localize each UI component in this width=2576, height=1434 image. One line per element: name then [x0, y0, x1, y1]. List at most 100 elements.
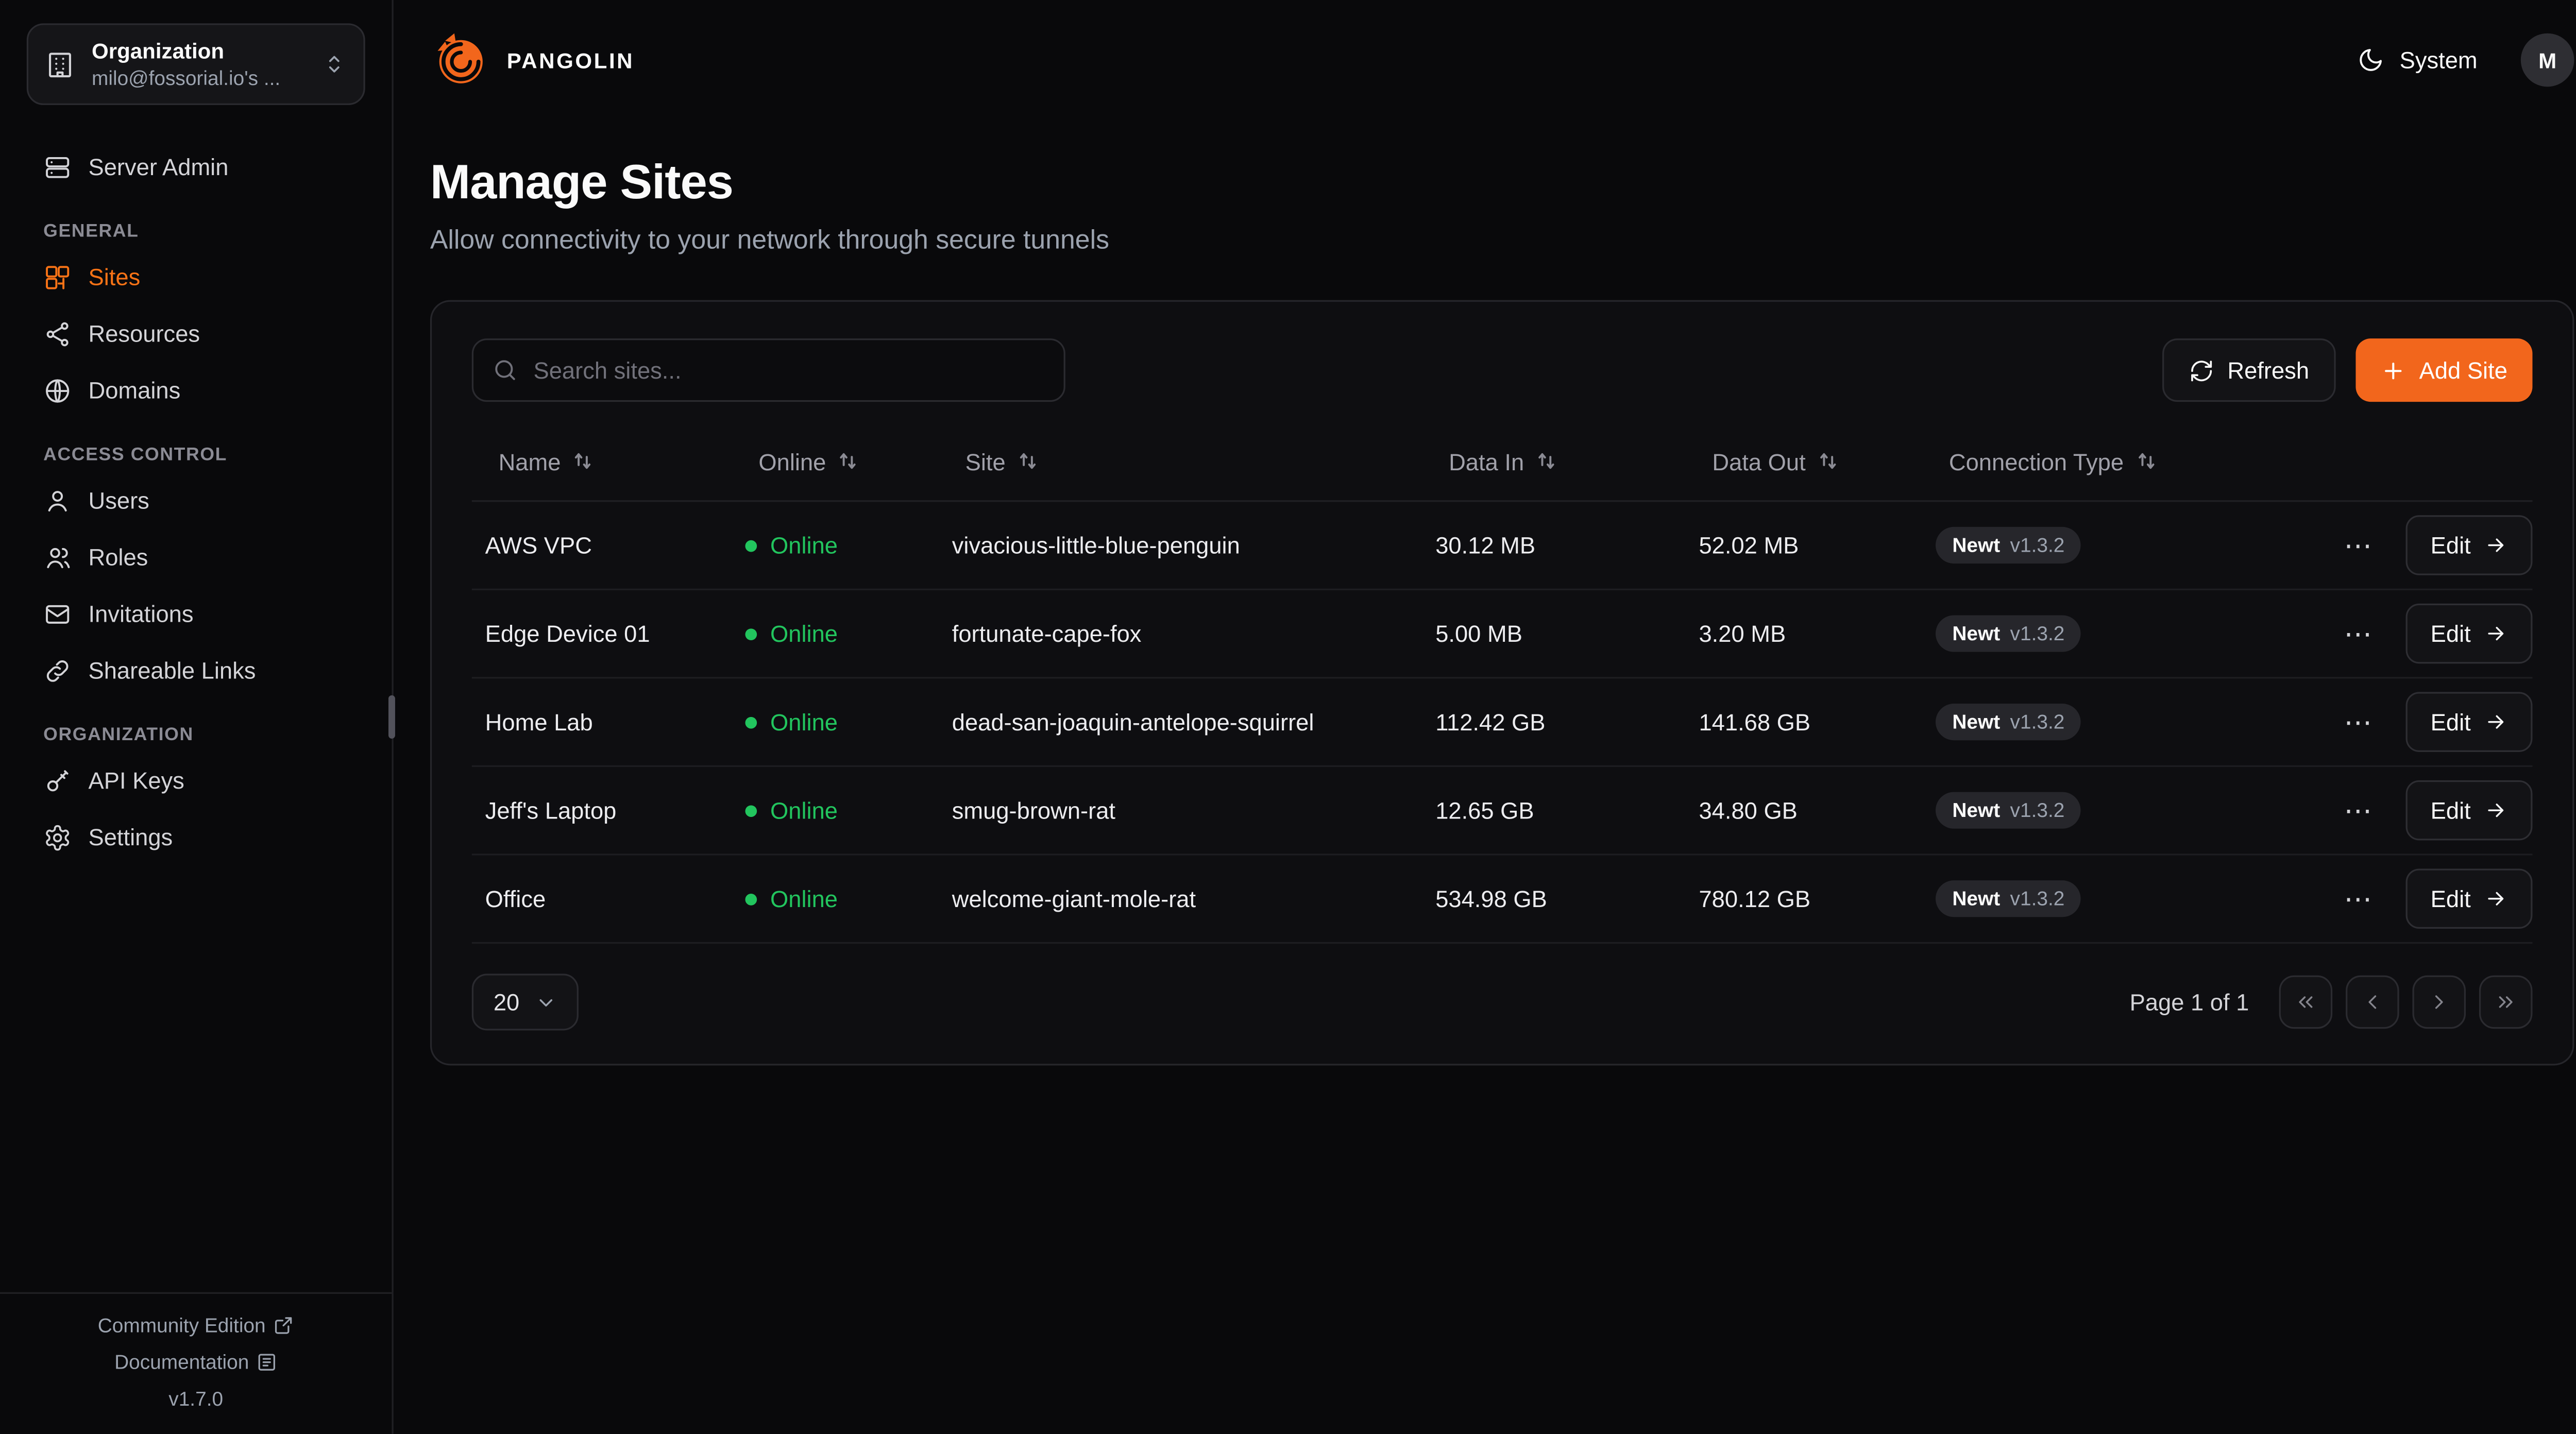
next-page-button[interactable]	[2412, 975, 2466, 1029]
external-link-icon	[276, 1317, 293, 1334]
table-row: Edge Device 01 Online fortunate-cape-fox…	[471, 590, 2533, 679]
sort-header-site[interactable]: Site	[939, 446, 1422, 476]
sidebar-resize-handle[interactable]	[388, 695, 395, 739]
connection-type-badge: Newt v1.3.2	[1935, 615, 2081, 652]
page-size-select[interactable]: 20	[471, 974, 578, 1031]
sidebar-item-label: Users	[88, 487, 149, 514]
org-selector[interactable]: Organization milo@fossorial.io's ...	[26, 23, 365, 105]
arrow-right-icon	[2488, 892, 2504, 906]
sort-header-name[interactable]: Name	[472, 446, 732, 476]
key-icon	[47, 769, 69, 791]
add-site-label: Add Site	[2419, 356, 2507, 384]
site-slug: vivacious-little-blue-penguin	[952, 532, 1240, 559]
search-input[interactable]	[471, 338, 1065, 402]
data-in-value: 30.12 MB	[1435, 532, 1536, 559]
section-label-access-control: ACCESS CONTROL	[43, 445, 228, 466]
add-site-button[interactable]: Add Site	[2355, 338, 2533, 402]
connection-type-cell: Newt v1.3.2	[1922, 704, 2320, 741]
card-footer: 20 Page 1 of 1	[471, 974, 2533, 1031]
sidebar-item-roles[interactable]: Roles	[27, 528, 365, 585]
brand: PANGOLIN	[430, 30, 634, 90]
online-dot	[745, 539, 757, 551]
online-dot	[745, 893, 757, 905]
edit-button[interactable]: Edit	[2405, 868, 2533, 929]
sort-icon	[1820, 453, 1836, 469]
sort-header-data-in[interactable]: Data In	[1422, 446, 1685, 476]
arrow-right-icon	[2488, 627, 2504, 641]
data-out-value: 52.02 MB	[1699, 532, 1799, 559]
sites-icon	[46, 265, 70, 288]
section-label-organization: ORGANIZATION	[43, 725, 194, 745]
sort-icon	[840, 453, 857, 469]
row-menu-button[interactable]: ⋯	[2334, 616, 2382, 651]
first-page-button[interactable]	[2279, 975, 2333, 1029]
sidebar-item-settings[interactable]: Settings	[27, 809, 365, 865]
arrow-right-icon	[2488, 804, 2504, 817]
row-actions: ⋯ Edit	[2320, 780, 2533, 841]
row-menu-button[interactable]: ⋯	[2334, 881, 2382, 916]
sidebar-item-domains[interactable]: Domains	[27, 362, 365, 418]
sidebar-item-label: Settings	[88, 824, 173, 850]
site-status: Online	[732, 620, 939, 647]
row-actions: ⋯ Edit	[2320, 515, 2533, 575]
edit-button[interactable]: Edit	[2405, 780, 2533, 841]
table-row: Home Lab Online dead-san-joaquin-antelop…	[471, 678, 2533, 767]
mail-icon	[46, 604, 70, 623]
community-edition-link[interactable]: Community Edition	[98, 1314, 294, 1337]
connection-type-cell: Newt v1.3.2	[1922, 880, 2320, 917]
sidebar-item-server-admin[interactable]: Server Admin	[27, 139, 365, 195]
sidebar-item-sites[interactable]: Sites	[27, 248, 365, 305]
avatar[interactable]: M	[2520, 33, 2574, 87]
main-content: PANGOLIN System M Manage Sites Allow con…	[394, 0, 2576, 1434]
sidebar-item-users[interactable]: Users	[27, 472, 365, 528]
documentation-label: Documentation	[114, 1350, 249, 1374]
search-box	[471, 338, 1065, 402]
connection-type-badge: Newt v1.3.2	[1935, 880, 2081, 917]
sort-icon	[1020, 453, 1036, 469]
site-slug: fortunate-cape-fox	[952, 620, 1142, 647]
pangolin-logo	[437, 33, 483, 83]
online-dot	[745, 716, 757, 728]
row-menu-button[interactable]: ⋯	[2334, 705, 2382, 740]
last-page-button[interactable]	[2479, 975, 2533, 1029]
sort-icon	[575, 453, 591, 469]
sort-header-data-out[interactable]: Data Out	[1686, 446, 1923, 476]
row-actions: ⋯ Edit	[2320, 692, 2533, 752]
sort-header-connection-type[interactable]: Connection Type	[1922, 446, 2532, 476]
site-slug: smug-brown-rat	[952, 797, 1115, 824]
edit-button[interactable]: Edit	[2405, 603, 2533, 664]
row-menu-button[interactable]: ⋯	[2334, 528, 2382, 563]
site-slug: dead-san-joaquin-antelope-squirrel	[952, 708, 1314, 736]
chevron-left-icon	[2368, 995, 2377, 1009]
theme-toggle-button[interactable]: System	[2348, 45, 2487, 75]
sidebar-item-resources[interactable]: Resources	[27, 305, 365, 362]
edit-button[interactable]: Edit	[2405, 515, 2533, 575]
resources-icon	[46, 321, 69, 346]
gear-icon	[46, 824, 70, 850]
connection-type-badge: Newt v1.3.2	[1935, 526, 2081, 564]
refresh-icon	[2191, 360, 2212, 381]
edit-button[interactable]: Edit	[2405, 692, 2533, 752]
sidebar-item-api-keys[interactable]: API Keys	[27, 752, 365, 809]
roles-icon	[47, 547, 70, 568]
sidebar-item-shareable-links[interactable]: Shareable Links	[27, 642, 365, 698]
refresh-label: Refresh	[2227, 356, 2310, 384]
sidebar-item-label: API Keys	[88, 767, 184, 794]
data-in-value: 12.65 GB	[1435, 797, 1534, 824]
sidebar-item-invitations[interactable]: Invitations	[27, 585, 365, 642]
row-menu-button[interactable]: ⋯	[2334, 793, 2382, 828]
online-dot	[745, 627, 757, 640]
prev-page-button[interactable]	[2346, 975, 2399, 1029]
community-edition-label: Community Edition	[97, 1313, 266, 1338]
site-name: Home Lab	[485, 708, 593, 736]
refresh-button[interactable]: Refresh	[2162, 338, 2336, 402]
link-icon	[46, 659, 69, 681]
site-status: Online	[732, 797, 939, 824]
connection-type-cell: Newt v1.3.2	[1922, 615, 2320, 652]
toolbar-actions: Refresh Add Site	[2162, 338, 2533, 402]
sort-header-online[interactable]: Online	[732, 446, 939, 476]
documentation-link[interactable]: Documentation	[114, 1351, 277, 1374]
connection-type-cell: Newt v1.3.2	[1922, 792, 2320, 829]
arrow-right-icon	[2488, 715, 2504, 729]
